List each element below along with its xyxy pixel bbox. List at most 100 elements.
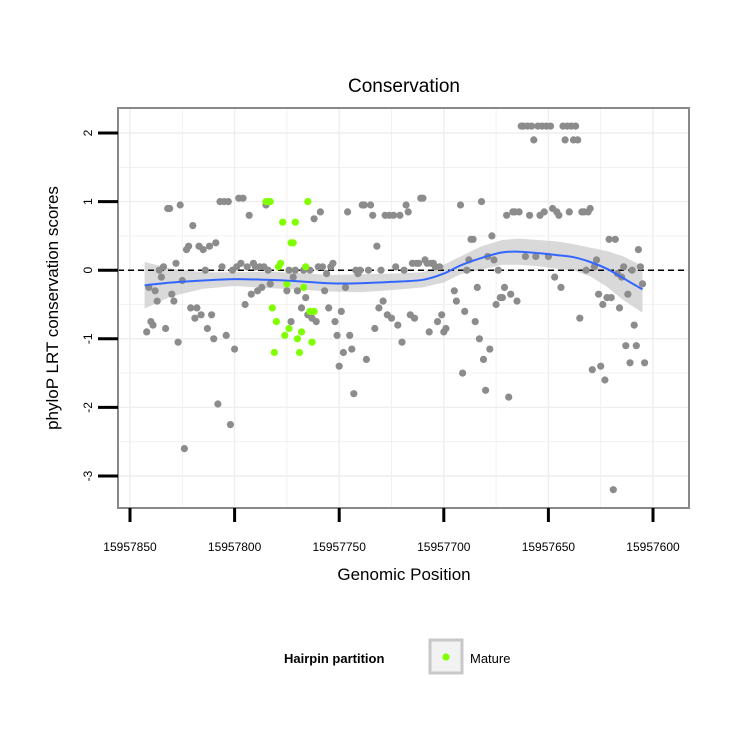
data-point <box>201 266 209 274</box>
y-axis-tick-label: 2 <box>81 129 95 136</box>
data-point <box>237 259 245 267</box>
data-point <box>390 211 398 219</box>
data-point <box>398 338 406 346</box>
data-point <box>492 300 500 309</box>
data-point-mature <box>304 198 312 206</box>
y-axis-tick-label: 1 <box>81 198 95 205</box>
data-point <box>159 263 168 271</box>
data-point <box>498 294 506 302</box>
y-axis-title: phyloP LRT conservation scores <box>43 186 62 430</box>
data-point <box>224 198 232 206</box>
data-point <box>628 266 636 274</box>
data-point <box>546 122 555 130</box>
data-point <box>475 335 483 343</box>
data-point <box>362 355 370 363</box>
data-point <box>402 201 410 209</box>
x-axis-tick-label: 15957750 <box>313 540 367 554</box>
data-point <box>505 393 513 401</box>
data-point <box>442 324 450 333</box>
data-point <box>609 486 617 494</box>
data-point <box>287 318 295 326</box>
data-point <box>193 304 201 312</box>
data-point <box>210 335 218 343</box>
x-axis-tick-label: 15957600 <box>626 540 680 554</box>
data-point-mature <box>293 335 301 343</box>
x-axis-tick-label: 15957700 <box>417 540 471 554</box>
data-point <box>302 294 310 302</box>
data-point <box>222 331 230 339</box>
data-point <box>247 290 255 298</box>
data-point <box>601 376 609 384</box>
data-point <box>494 266 502 274</box>
data-point <box>521 252 530 261</box>
data-point <box>341 283 350 291</box>
points-series-unpartitioned <box>143 122 649 494</box>
confidence-band-area <box>144 238 643 313</box>
data-point <box>348 345 356 353</box>
data-point <box>356 266 364 274</box>
data-point <box>258 283 266 291</box>
data-point <box>373 242 381 250</box>
data-point <box>321 287 329 295</box>
data-point <box>199 246 207 254</box>
data-point-mature <box>270 348 278 357</box>
data-point <box>394 321 402 329</box>
data-point <box>172 259 180 267</box>
data-point <box>526 211 534 219</box>
data-point <box>636 263 645 271</box>
data-point <box>433 318 442 326</box>
data-point <box>611 235 619 243</box>
data-point <box>630 321 638 329</box>
data-point <box>473 283 481 291</box>
data-point-mature <box>300 283 308 291</box>
data-point <box>392 263 400 271</box>
x-axis-tick-label: 15957800 <box>208 540 262 554</box>
data-point-mature <box>281 331 289 339</box>
x-axis: 15957850 15957800 15957750 15957700 15957650… <box>103 508 680 554</box>
data-point <box>605 235 613 243</box>
data-point <box>599 300 607 309</box>
data-point <box>360 201 368 209</box>
data-point-mature <box>268 304 276 312</box>
data-point <box>404 208 412 216</box>
data-point <box>561 136 569 144</box>
data-point <box>331 318 339 326</box>
data-point <box>329 259 337 267</box>
data-point <box>634 246 643 254</box>
data-point <box>638 280 647 288</box>
data-point <box>241 300 249 309</box>
data-point <box>157 273 165 281</box>
data-point <box>325 304 333 312</box>
points-series-mature <box>262 198 318 357</box>
data-point <box>170 297 178 305</box>
data-point <box>346 331 354 339</box>
x-axis-tick-label: 15957650 <box>522 540 576 554</box>
data-point-mature <box>283 280 291 288</box>
data-point <box>153 297 161 305</box>
data-point <box>375 304 383 312</box>
data-point-mature <box>272 318 280 326</box>
data-point <box>507 290 515 298</box>
data-point <box>503 211 511 219</box>
smooth-confidence-band <box>144 238 643 313</box>
data-point <box>452 297 460 305</box>
data-point <box>377 266 385 274</box>
data-point <box>212 239 220 247</box>
data-point <box>488 232 496 240</box>
data-point <box>291 266 299 274</box>
data-point <box>208 311 216 319</box>
data-point <box>143 328 151 336</box>
data-point-mature <box>279 218 287 226</box>
data-point <box>479 355 488 363</box>
data-point <box>176 201 184 209</box>
data-point-mature <box>289 239 297 247</box>
data-point <box>415 259 423 267</box>
data-point <box>185 242 193 250</box>
data-point <box>513 297 521 305</box>
data-point <box>461 307 469 315</box>
data-point <box>214 400 222 408</box>
data-point <box>486 345 494 353</box>
data-point <box>318 263 327 271</box>
data-point <box>515 208 523 216</box>
